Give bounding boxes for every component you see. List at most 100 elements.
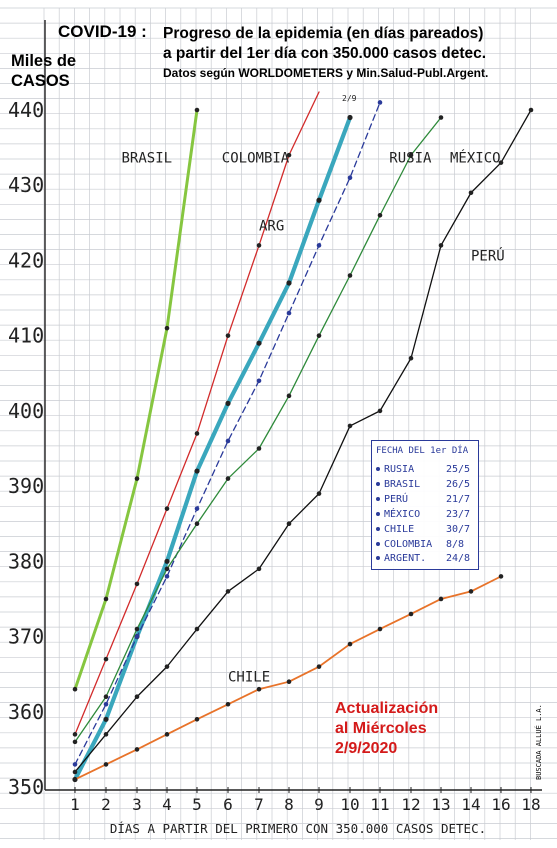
legend-date: 25/5	[446, 464, 471, 475]
data-point	[72, 686, 78, 692]
x-tick-label: 3	[132, 795, 142, 814]
data-point	[528, 107, 534, 113]
data-point	[103, 656, 109, 662]
data-point	[286, 521, 292, 527]
data-point	[103, 694, 109, 700]
data-point	[164, 574, 170, 579]
data-point	[286, 152, 292, 158]
series-line-méxico	[74, 116, 442, 743]
y-tick-label: 360	[8, 700, 44, 724]
data-point	[377, 626, 383, 632]
y-tick-label: 380	[8, 549, 44, 573]
data-point	[194, 521, 200, 527]
data-point	[134, 747, 140, 752]
y-tick-label: 430	[8, 173, 44, 197]
data-point	[377, 408, 383, 414]
data-point	[316, 333, 322, 338]
bullet-icon	[376, 512, 380, 516]
legend-country: MÉXICO	[384, 509, 421, 520]
data-point	[316, 491, 322, 496]
data-point	[134, 694, 140, 700]
labels-layer: BRASIL COLOMBIA ARG RUSIA MÉXICO PERÚ CHILE 2/9	[122, 94, 505, 686]
data-point	[408, 355, 414, 361]
data-point	[347, 273, 353, 278]
legend-row: CHILE 30/7	[376, 524, 470, 535]
grid	[0, 7, 557, 840]
y-tick-label: 420	[8, 248, 44, 272]
bullet-icon	[376, 497, 380, 501]
data-point	[286, 393, 292, 399]
data-point	[225, 333, 231, 338]
data-point	[134, 476, 140, 481]
data-point	[347, 175, 353, 180]
data-point	[164, 558, 170, 564]
data-point	[256, 243, 262, 248]
y-tick-label: 440	[8, 98, 44, 122]
y-tick-label: 390	[8, 474, 44, 498]
y-tick-label: 370	[8, 625, 44, 649]
data-point	[377, 213, 383, 218]
data-point	[286, 679, 292, 684]
series-label: ARG	[259, 218, 284, 234]
data-point	[256, 378, 262, 384]
legend-row: ARGENT. 24/8	[376, 553, 470, 564]
update-line-1: Actualización	[335, 700, 439, 717]
legend-date: 26/5	[446, 479, 471, 490]
series-label: PERÚ	[471, 246, 505, 264]
x-tick-label: 1	[70, 795, 80, 814]
data-point	[103, 701, 109, 707]
x-tick-label: 10	[340, 795, 359, 814]
data-point	[438, 115, 444, 120]
data-point	[194, 717, 200, 722]
series-label: RUSIA	[389, 151, 432, 167]
data-point	[103, 716, 109, 722]
data-point	[72, 732, 78, 737]
data-point	[316, 664, 322, 669]
update-line-3: 2/9/2020	[335, 740, 398, 757]
series-label: BRASIL	[122, 151, 173, 167]
data-point	[347, 641, 353, 647]
data-point	[72, 777, 78, 782]
data-point	[498, 574, 504, 579]
x-axis-label: DÍAS A PARTIR DEL PRIMERO CON 350.000 CA…	[110, 821, 486, 836]
data-point	[225, 438, 231, 444]
series-line-perú	[74, 109, 532, 773]
data-point	[286, 310, 292, 316]
data-point	[256, 566, 262, 572]
data-point	[347, 423, 353, 429]
series-line-arg	[72, 115, 353, 782]
legend-date: 8/8	[446, 539, 465, 550]
x-tick-label: 8	[284, 795, 294, 814]
x-tick-label: 14	[461, 795, 480, 814]
data-point	[468, 589, 474, 594]
data-point	[286, 280, 292, 286]
data-point	[377, 100, 383, 105]
data-point	[164, 506, 170, 511]
series-label: COLOMBIA	[222, 151, 290, 167]
data-point	[408, 152, 414, 158]
data-point	[256, 446, 262, 451]
data-point	[194, 468, 200, 474]
data-point	[316, 197, 322, 203]
x-tick-label: 2	[101, 795, 111, 814]
legend-header: FECHA DEL 1er DÍA	[376, 446, 469, 456]
data-point	[103, 732, 109, 737]
data-point	[225, 400, 231, 406]
data-point	[498, 160, 504, 165]
data-point	[134, 581, 140, 587]
data-point	[164, 325, 170, 331]
legend-row: COLOMBIA 8/8	[376, 539, 464, 550]
axes	[44, 20, 542, 791]
y-tick-label: 350	[8, 775, 44, 799]
data-point	[316, 243, 322, 248]
data-point	[72, 769, 78, 775]
x-tick-label: 11	[370, 795, 389, 814]
bullet-icon	[376, 467, 380, 471]
x-tick-label: 9	[314, 795, 324, 814]
bullet-icon	[376, 556, 380, 560]
series-label: CHILE	[228, 670, 270, 686]
series-line-colombia	[74, 91, 320, 735]
data-point	[468, 190, 474, 196]
source-note: Datos según WORLDOMETERS y Min.Salud-Pub…	[163, 66, 489, 80]
